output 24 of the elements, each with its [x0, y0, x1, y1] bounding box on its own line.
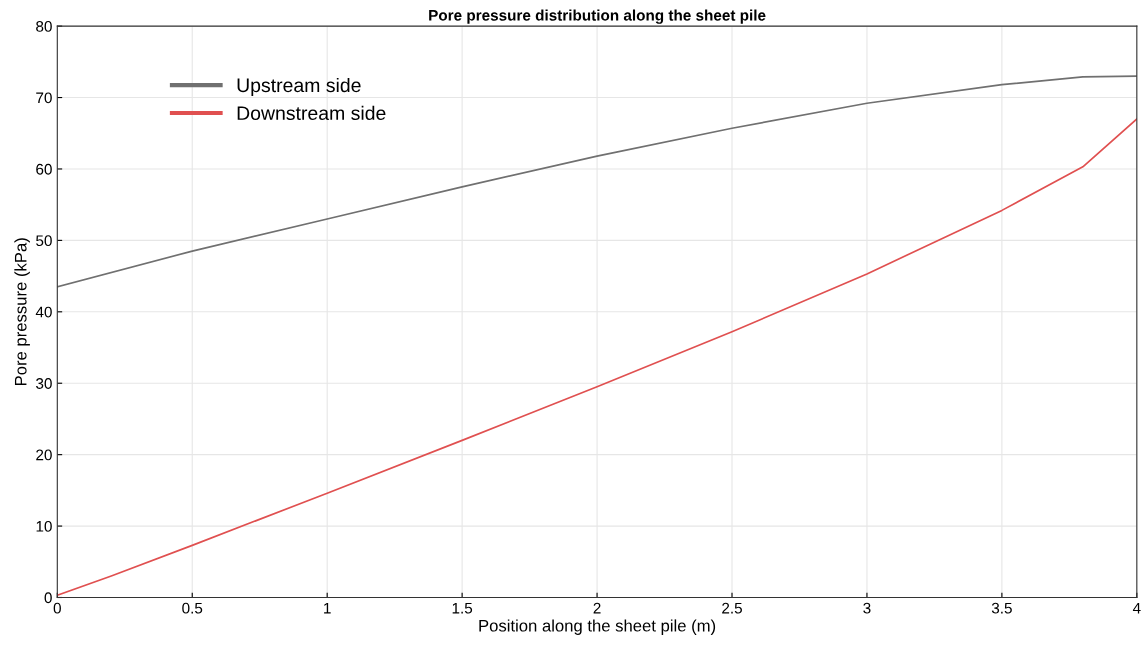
x-tick-label: 4	[1132, 602, 1141, 614]
y-tick-label: 60	[36, 163, 52, 175]
x-tick-label: 3	[863, 602, 871, 614]
x-tick-label: 2.5	[722, 602, 742, 614]
x-tick-label: 1	[324, 602, 331, 614]
chart-title: Pore pressure distribution along the sheet pile	[429, 9, 766, 24]
y-tick-label: 30	[36, 378, 52, 389]
y-tick-label: 70	[36, 92, 52, 104]
line-series	[57, 75, 1137, 288]
y-tick-label: 40	[35, 306, 52, 318]
y-tick-label: 20	[36, 449, 52, 461]
legend-label: Downstream side	[237, 105, 386, 121]
y-tick-label: 0	[44, 592, 52, 604]
legend-label: Upstream side	[237, 77, 361, 97]
x-tick-label: 1.5	[452, 602, 473, 614]
x-tick-label: 3.5	[991, 602, 1012, 614]
y-tick-label: 10	[36, 520, 52, 532]
x-tick-label: 0	[53, 602, 61, 614]
y-axis-title: Pore pressure (kPa)	[14, 238, 30, 385]
x-axis-title: Position along the sheet pile (m)	[479, 619, 716, 635]
x-tick-label: 2	[593, 602, 601, 614]
y-tick-label: 80	[36, 20, 52, 32]
x-tick-label: 0.5	[182, 602, 203, 614]
y-tick-label: 50	[36, 235, 52, 247]
